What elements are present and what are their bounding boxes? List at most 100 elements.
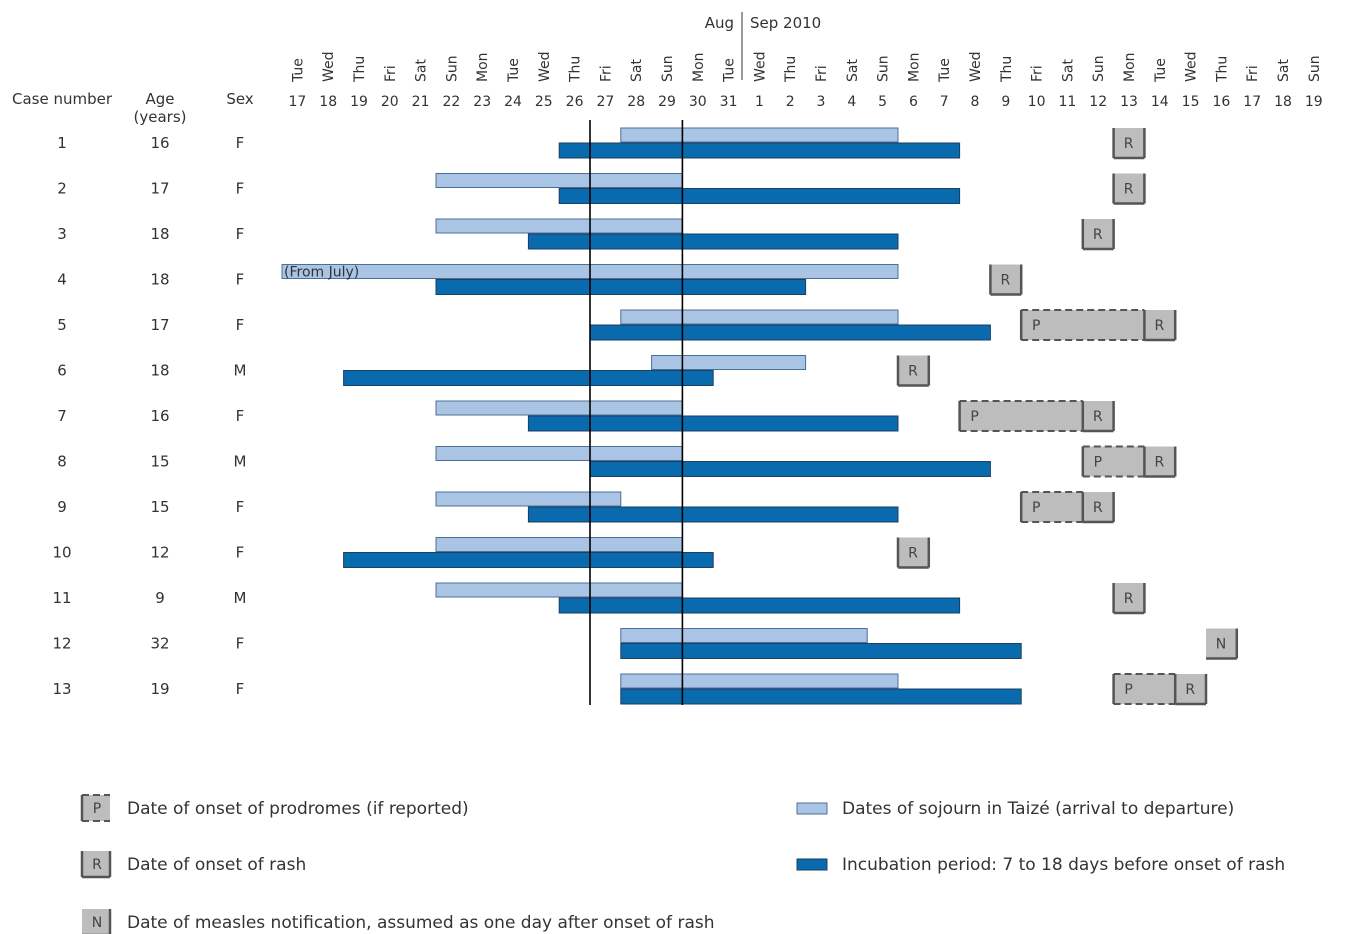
sojourn-bar	[435, 491, 622, 507]
day-date-label: 12	[1089, 94, 1107, 110]
legend: P Date of onset of prodromes (if reported…	[80, 794, 1285, 934]
case-number: 5	[57, 316, 67, 334]
day-weekday-label: Fri	[383, 65, 399, 82]
day-weekday-label: Sun	[1307, 55, 1323, 82]
sojourn-bar	[435, 582, 683, 598]
day-date-label: 19	[350, 94, 368, 110]
day-date-label: 10	[1028, 94, 1046, 110]
event-box-letter: R	[1093, 409, 1103, 425]
case-sex: M	[234, 589, 247, 607]
legend-label: Date of measles notification, assumed as…	[127, 913, 715, 933]
case-row: 2 17 F R	[57, 173, 1146, 205]
event-r-box: R	[1081, 401, 1115, 433]
day-weekday-label: Fri	[1245, 65, 1261, 82]
event-r-box: R	[80, 851, 112, 879]
case-number: 6	[57, 362, 67, 380]
case-row: 1 16 F R	[57, 127, 1146, 160]
day-weekday-label: Sat	[414, 59, 430, 82]
legend-item-r: R Date of onset of rash	[80, 851, 306, 879]
case-row: 10 12 F R	[52, 537, 931, 569]
case-number: 4	[57, 271, 67, 289]
event-r-box: R	[1112, 583, 1146, 615]
legend-swatch	[796, 802, 828, 815]
event-box-letter: P	[93, 801, 101, 817]
day-date-label: 9	[1001, 94, 1010, 110]
day-date-label: 18	[1274, 94, 1292, 110]
case-sex: F	[236, 635, 245, 653]
case-sex: F	[236, 407, 245, 425]
event-box-letter: R	[1093, 227, 1103, 243]
event-r-box: R	[1143, 310, 1177, 342]
case-sex: F	[236, 225, 245, 243]
incubation-bar	[343, 552, 714, 568]
legend-label: Dates of sojourn in Taizé (arrival to de…	[842, 799, 1234, 819]
case-sex: M	[234, 362, 247, 380]
incubation-bar	[527, 233, 899, 250]
day-date-label: 21	[412, 94, 430, 110]
day-weekday-label: Thu	[783, 56, 799, 83]
incubation-bar	[558, 188, 961, 204]
day-weekday-label: Fri	[814, 65, 830, 82]
event-r-box: R	[989, 264, 1023, 296]
incubation-bar	[558, 142, 961, 159]
event-box-letter: R	[908, 546, 918, 562]
day-weekday-label: Mon	[906, 52, 922, 82]
legend-swatch	[796, 858, 828, 871]
day-weekday-label: Thu	[568, 56, 584, 83]
sojourn-bar	[435, 218, 683, 234]
case-age: 15	[150, 453, 169, 471]
event-box-letter: R	[1185, 682, 1195, 698]
event-box-letter: N	[92, 915, 102, 931]
day-weekday-label: Thu	[352, 56, 368, 83]
case-age: 16	[150, 407, 169, 425]
event-p-box: P	[80, 794, 110, 822]
event-box-letter: R	[1093, 500, 1103, 516]
month-label-sep: Sep 2010	[750, 14, 821, 32]
day-date-label: 17	[288, 94, 306, 110]
case-age: 15	[150, 498, 169, 516]
incubation-bar	[589, 324, 991, 341]
sojourn-bar	[651, 355, 807, 370]
event-p-box: P	[958, 400, 1083, 432]
case-age: 17	[150, 180, 169, 198]
day-weekday-label: Tue	[937, 58, 953, 83]
day-weekday-label: Sat	[1060, 59, 1076, 82]
day-date-label: 14	[1151, 94, 1169, 110]
event-r-box: R	[1173, 674, 1208, 706]
sojourn-bar	[620, 628, 868, 643]
day-date-label: 2	[786, 94, 795, 110]
sojourn-bar	[620, 673, 899, 689]
day-weekday-label: Tue	[290, 58, 306, 83]
day-date-label: 27	[596, 94, 614, 110]
event-box-letter: R	[1155, 318, 1165, 334]
day-weekday-label: Sun	[660, 55, 676, 82]
day-date-label: 31	[720, 94, 738, 110]
case-row: 8 15 M P R	[57, 445, 1177, 478]
event-box-letter: R	[1155, 455, 1165, 471]
event-box-letter: R	[92, 857, 102, 873]
case-sex: F	[236, 498, 245, 516]
incubation-bar	[435, 279, 807, 295]
case-age: 18	[150, 271, 169, 289]
incubation-bar	[620, 688, 1022, 705]
legend-item-n: N Date of measles notification, assumed a…	[82, 909, 715, 934]
day-date-label: 4	[847, 94, 856, 110]
case-number: 12	[52, 635, 71, 653]
case-row: 6 18 M R	[57, 355, 931, 387]
legend-item-incubation: Incubation period: 7 to 18 days before o…	[796, 855, 1285, 875]
case-sex: F	[236, 316, 245, 334]
day-weekday-label: Wed	[321, 51, 337, 82]
day-weekday-label: Sun	[876, 55, 892, 82]
case-age: 32	[150, 635, 169, 653]
case-number: 10	[52, 544, 71, 562]
incubation-bar	[620, 643, 1022, 659]
incubation-bar	[343, 370, 714, 386]
event-r-box: R	[1081, 492, 1115, 524]
event-box-letter: R	[908, 364, 918, 380]
event-box-letter: R	[1124, 182, 1134, 198]
event-n-box: N	[82, 909, 112, 934]
day-weekday-label: Thu	[1214, 56, 1230, 83]
legend-label: Date of onset of rash	[127, 855, 306, 875]
case-age: 12	[150, 544, 169, 562]
day-date-label: 8	[971, 94, 980, 110]
